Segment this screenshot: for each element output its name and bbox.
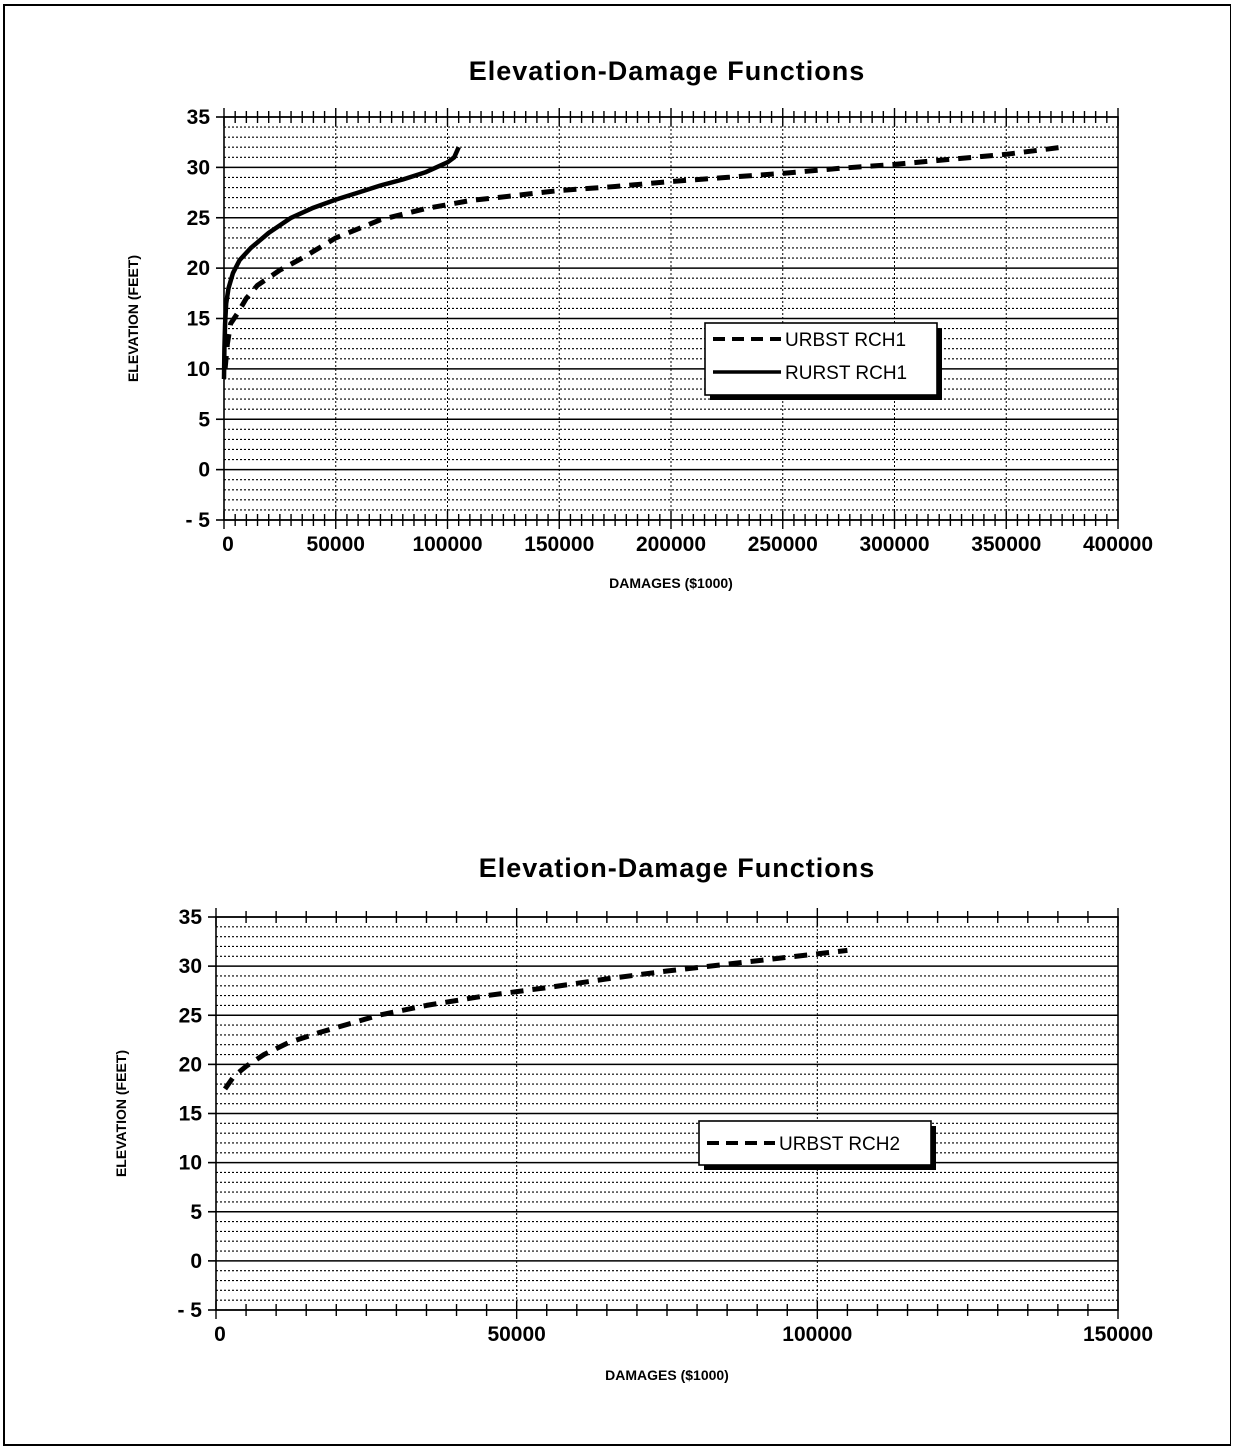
x-tick-label: 350000	[971, 533, 1041, 556]
x-tick-label: 400000	[1083, 533, 1153, 556]
y-tick-label: - 5	[185, 509, 210, 532]
y-tick-label: 10	[187, 358, 210, 381]
y-tick-label: 25	[179, 1004, 203, 1027]
legend-label: URBST RCH2	[779, 1134, 900, 1155]
legend-box	[704, 322, 938, 396]
chart-title: Elevation-Damage Functions	[469, 56, 866, 86]
series-line-urbst-rch1	[222, 144, 1063, 370]
x-tick-label: 300000	[859, 533, 929, 556]
y-tick-label: 20	[179, 1053, 202, 1076]
y-tick-label: 10	[179, 1152, 202, 1175]
x-tick-label: 250000	[748, 533, 818, 556]
y-axis-label: ELEVATION (FEET)	[113, 1050, 129, 1177]
x-axis-label: DAMAGES ($1000)	[605, 1367, 729, 1383]
legend: URBST RCH1 RURST RCH1	[704, 322, 942, 400]
y-tick-label: 5	[198, 408, 210, 431]
series-line-rurst-rch1	[221, 146, 461, 380]
y-tick-label: 15	[187, 308, 211, 331]
chart-2: Elevation-Damage Functions35302520151050…	[113, 853, 1153, 1383]
chart-title: Elevation-Damage Functions	[479, 853, 876, 883]
x-tick-label: 0	[214, 1323, 226, 1346]
chart-1: Elevation-Damage Functions35302520151050…	[125, 56, 1153, 591]
y-tick-label: 30	[179, 955, 202, 978]
x-tick-label: 150000	[1083, 1323, 1153, 1346]
y-tick-label: 35	[187, 106, 211, 129]
y-tick-label: 0	[190, 1250, 202, 1273]
x-tick-label: 150000	[524, 533, 594, 556]
y-tick-label: 25	[187, 207, 211, 230]
y-tick-label: 20	[187, 257, 210, 280]
x-tick-label: 0	[222, 533, 234, 556]
y-tick-label: 35	[179, 906, 203, 929]
series-line-urbst-rch2	[222, 947, 848, 1091]
y-tick-label: 5	[190, 1201, 202, 1224]
y-tick-label: 0	[198, 459, 210, 482]
page-frame	[3, 4, 1231, 1446]
x-tick-label: 100000	[412, 533, 482, 556]
y-tick-label: 15	[179, 1103, 203, 1126]
x-tick-label: 100000	[782, 1323, 852, 1346]
x-tick-label: 50000	[487, 1323, 545, 1346]
x-tick-label: 50000	[307, 533, 365, 556]
x-axis-label: DAMAGES ($1000)	[609, 575, 733, 591]
y-axis-label: ELEVATION (FEET)	[125, 255, 141, 382]
legend-label: URBST RCH1	[785, 330, 906, 351]
y-tick-label: 30	[187, 156, 210, 179]
legend: URBST RCH2	[698, 1120, 936, 1170]
legend-label: RURST RCH1	[785, 363, 907, 384]
x-tick-label: 200000	[636, 533, 706, 556]
y-tick-label: - 5	[177, 1299, 202, 1322]
